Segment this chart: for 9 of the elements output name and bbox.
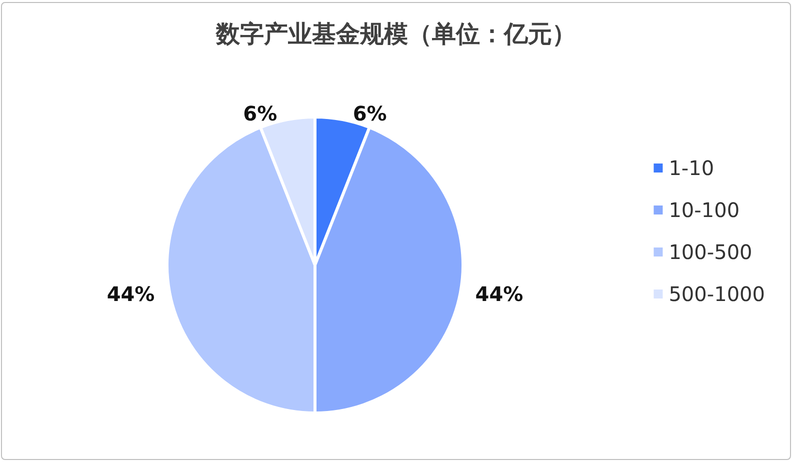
legend-label: 10-100 xyxy=(668,198,740,222)
data-label: 6% xyxy=(243,102,278,126)
chart-title: 数字产业基金规模（单位：亿元） xyxy=(215,20,576,48)
legend-label: 100-500 xyxy=(668,240,752,264)
data-label: 44% xyxy=(475,282,524,306)
legend-label: 500-1000 xyxy=(668,282,766,306)
data-label: 44% xyxy=(106,282,155,306)
legend-label: 1-10 xyxy=(668,156,714,180)
data-label: 6% xyxy=(352,102,387,126)
